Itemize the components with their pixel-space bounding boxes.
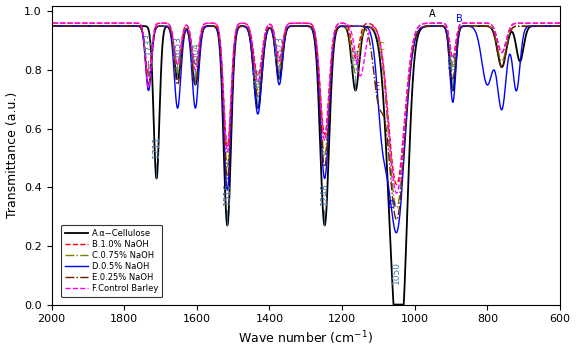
D.0.5% NaOH [63,24,70,28]
Text: 1248: 1248 [320,182,329,205]
D.0.5% NaOH [187,51,194,55]
F.Control Barley [48,21,55,25]
E.0.25% NaOH [393,217,400,222]
A.α−Cellulose [315,92,322,97]
A.α−Cellulose [339,24,346,28]
B.1.0% NaOH [343,22,350,26]
D.0.5% NaOH [48,24,55,28]
Text: A: A [429,9,435,19]
D.0.5% NaOH [89,24,96,28]
A.α−Cellulose [343,26,350,31]
D.0.5% NaOH [315,77,322,81]
D.0.5% NaOH [393,231,400,235]
Text: D: D [388,200,396,210]
F.Control Barley [339,21,346,25]
D.0.5% NaOH [556,24,563,28]
Text: 1733: 1733 [144,32,153,55]
Line: B.1.0% NaOH: B.1.0% NaOH [52,23,560,184]
E.0.25% NaOH [556,24,563,28]
A.α−Cellulose [89,24,96,28]
C.0.75% NaOH [48,24,55,28]
Text: B: B [456,14,463,24]
B.1.0% NaOH [556,21,563,25]
C.0.75% NaOH [63,24,70,28]
Line: D.0.5% NaOH: D.0.5% NaOH [52,26,560,233]
F.Control Barley [343,22,350,26]
E.0.25% NaOH [343,24,350,28]
C.0.75% NaOH [556,24,563,28]
F.Control Barley [63,21,70,25]
Legend: A.α−Cellulose, B.1.0% NaOH, C.0.75% NaOH, D.0.5% NaOH, E.0.25% NaOH, F.Control B: A.α−Cellulose, B.1.0% NaOH, C.0.75% NaOH… [61,225,162,298]
C.0.75% NaOH [393,206,400,210]
F.Control Barley [393,191,400,195]
C.0.75% NaOH [187,42,194,46]
A.α−Cellulose [400,303,407,307]
A.α−Cellulose [187,43,194,48]
E.0.25% NaOH [63,24,70,28]
F.Control Barley [556,21,563,25]
Text: 1432: 1432 [253,65,262,88]
D.0.5% NaOH [343,24,350,28]
Text: 1373: 1373 [275,35,284,58]
B.1.0% NaOH [315,59,322,64]
Text: F: F [355,55,361,66]
Text: 1050: 1050 [392,261,401,284]
Text: 1516: 1516 [223,182,232,205]
F.Control Barley [89,21,96,25]
E.0.25% NaOH [339,24,346,28]
D.0.5% NaOH [339,24,346,28]
Text: 1653: 1653 [173,35,182,58]
C.0.75% NaOH [89,24,96,28]
B.1.0% NaOH [393,182,400,186]
C.0.75% NaOH [343,26,350,30]
Line: E.0.25% NaOH: E.0.25% NaOH [52,26,560,220]
F.Control Barley [187,37,194,41]
Text: 1604: 1604 [191,41,200,64]
Text: 895: 895 [448,53,457,70]
Text: E: E [373,82,380,92]
E.0.25% NaOH [315,72,322,77]
Text: 1163: 1163 [351,47,360,70]
A.α−Cellulose [556,24,563,28]
E.0.25% NaOH [89,24,96,28]
Line: A.α−Cellulose: A.α−Cellulose [52,26,560,305]
Text: C: C [378,42,385,52]
C.0.75% NaOH [339,24,346,28]
B.1.0% NaOH [48,21,55,25]
B.1.0% NaOH [63,21,70,25]
Text: 1711: 1711 [152,135,161,158]
A.α−Cellulose [63,24,70,28]
C.0.75% NaOH [315,68,322,73]
F.Control Barley [315,61,322,66]
Line: F.Control Barley: F.Control Barley [52,23,560,193]
B.1.0% NaOH [89,21,96,25]
Line: C.0.75% NaOH: C.0.75% NaOH [52,26,560,208]
E.0.25% NaOH [187,43,194,48]
A.α−Cellulose [48,24,55,28]
Y-axis label: Transmittance (a.u.): Transmittance (a.u.) [6,92,18,218]
B.1.0% NaOH [187,35,194,39]
B.1.0% NaOH [339,21,346,25]
X-axis label: Wave number (cm$^{-1}$): Wave number (cm$^{-1}$) [238,330,373,347]
E.0.25% NaOH [48,24,55,28]
